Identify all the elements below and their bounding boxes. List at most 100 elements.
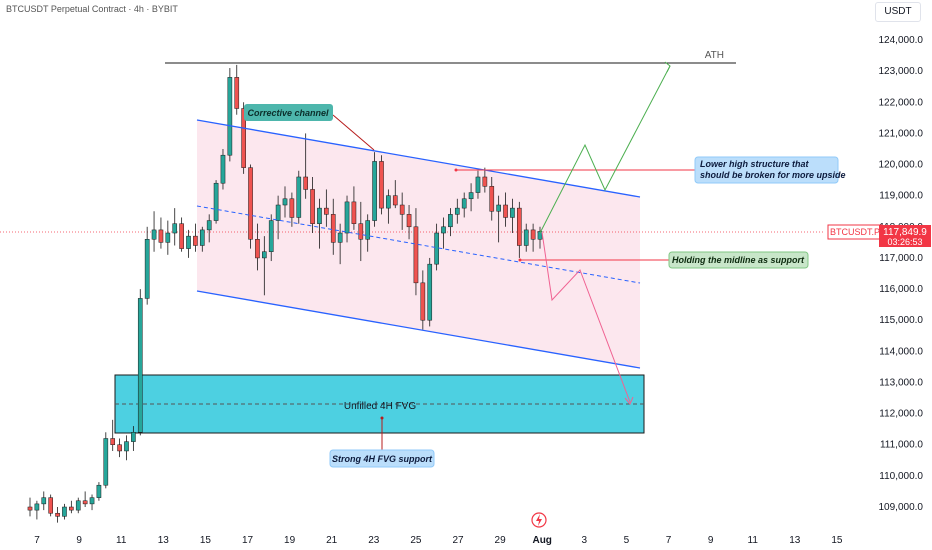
lower-high-label-line2: should be broken for more upside <box>700 170 846 180</box>
x-tick-label: 23 <box>368 535 380 546</box>
candle-body <box>220 154 226 184</box>
y-tick-label: 119,000.0 <box>879 191 923 202</box>
candle-body <box>41 497 47 505</box>
channel-lower-line[interactable] <box>196 290 641 369</box>
x-tick-label: 11 <box>116 535 127 546</box>
candle-body <box>199 229 205 246</box>
candle-body <box>475 176 481 193</box>
candle-body <box>330 214 336 243</box>
x-tick-label: 7 <box>34 535 40 546</box>
y-tick-label: 109,000.0 <box>879 502 924 513</box>
x-tick-label: 17 <box>242 535 254 546</box>
x-tick-label: 19 <box>284 535 296 546</box>
candle-body <box>151 229 157 240</box>
midline-support-label-box[interactable] <box>668 251 809 269</box>
fvg-support-dot <box>380 416 384 420</box>
x-tick-label: 9 <box>708 535 714 546</box>
candle-body <box>489 186 495 212</box>
candle-body <box>186 235 191 249</box>
fvg-zone[interactable] <box>114 374 645 434</box>
candle-body <box>227 77 233 156</box>
candles <box>27 64 543 523</box>
candle-body <box>144 239 150 299</box>
candle-body <box>248 167 253 240</box>
candle-body <box>193 235 198 246</box>
fvg-support-label: Strong 4H FVG support <box>332 454 433 464</box>
candle-countdown: 03:26:53 <box>887 237 922 247</box>
currency-selector[interactable]: USDT <box>875 2 921 22</box>
y-tick-label: 122,000.0 <box>879 97 924 108</box>
y-tick-label: 115,000.0 <box>879 315 923 326</box>
candle-body <box>441 226 446 234</box>
bullish-projection-path <box>539 65 671 234</box>
x-tick-label: 15 <box>831 535 843 546</box>
lower-high-label-box[interactable] <box>694 156 839 184</box>
y-tick-label: 117,000.0 <box>879 253 923 264</box>
candle-body <box>241 108 246 168</box>
x-tick-label: 13 <box>158 535 170 546</box>
candle-body <box>206 220 212 231</box>
candle-body <box>461 198 467 209</box>
y-tick-label: 114,000.0 <box>879 346 923 357</box>
candle-body <box>496 204 501 212</box>
y-tick-label: 123,000.0 <box>879 66 924 77</box>
candle-body <box>137 298 143 433</box>
channel-midline[interactable] <box>196 205 641 284</box>
candle-body <box>255 239 260 259</box>
x-tick-label: 25 <box>410 535 422 546</box>
lightning-icon-glyph <box>536 514 542 526</box>
x-tick-label: 3 <box>582 535 588 546</box>
candle-body <box>392 195 398 206</box>
candle-body <box>310 189 315 224</box>
symbol-tag-label: BTCUSDT.P <box>830 227 880 237</box>
candle-body <box>172 223 178 234</box>
ath-label: ATH <box>705 50 724 61</box>
candle-body <box>351 201 357 224</box>
candle-body <box>268 220 274 252</box>
candle-body <box>454 207 460 215</box>
time-axis[interactable]: 7 9 11 13 15 17 19 21 23 25 27 29 Aug 3 5 7 9 11 13 15 <box>34 535 843 546</box>
candle-body <box>165 232 171 243</box>
candle-body <box>179 223 184 249</box>
x-tick-label: 5 <box>624 535 630 546</box>
current-price-tag <box>879 225 931 247</box>
y-tick-label: 121,000.0 <box>879 128 924 139</box>
corrective-channel-label: Corrective channel <box>247 108 329 118</box>
x-tick-label: 7 <box>666 535 672 546</box>
x-tick-label: 15 <box>200 535 212 546</box>
candle-body <box>358 223 364 240</box>
candle-body <box>517 207 522 246</box>
candle-body <box>213 182 219 221</box>
candle-body <box>303 176 308 190</box>
x-tick-label: 11 <box>748 535 759 546</box>
bearish-projection-path <box>541 231 631 403</box>
candle-body <box>482 176 488 187</box>
candle-body <box>434 232 439 265</box>
candle-body <box>317 207 322 224</box>
candle-body <box>413 226 419 284</box>
candle-body <box>48 497 53 514</box>
candle-body <box>27 506 33 511</box>
candle-body <box>234 77 240 109</box>
candle-body <box>365 220 371 240</box>
chart-title: BTCUSDT Perpetual Contract · 4h · BYBIT <box>6 4 178 14</box>
channel-upper-line[interactable] <box>196 119 641 198</box>
candle-body <box>344 201 350 234</box>
x-tick-label: 27 <box>452 535 464 546</box>
corrective-channel-label-box[interactable] <box>244 104 333 121</box>
candle-body <box>427 263 433 321</box>
x-tick-label: 29 <box>495 535 507 546</box>
candle-body <box>158 229 164 243</box>
candle-body <box>510 207 515 218</box>
candle-body <box>503 204 508 218</box>
candle-body <box>420 282 426 321</box>
lower-high-label-line1: Lower high structure that <box>700 159 810 169</box>
y-tick-label: 124,000.0 <box>879 35 924 46</box>
y-tick-label: 112,000.0 <box>879 409 923 420</box>
candle-body <box>324 207 329 215</box>
candle-body <box>337 232 343 243</box>
fvg-support-label-box[interactable] <box>329 449 435 468</box>
lower-high-dot <box>454 168 458 172</box>
candle-body <box>96 484 102 498</box>
